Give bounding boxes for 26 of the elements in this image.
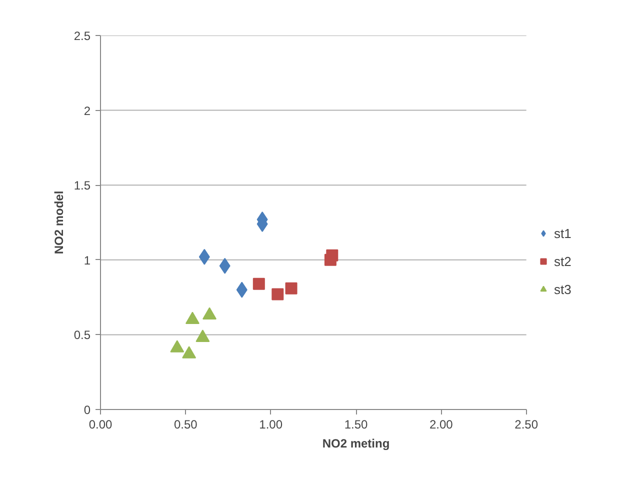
y-tick-label: 2.5 [74, 29, 91, 43]
y-tick-label: 1.5 [74, 178, 91, 193]
x-tick-label: 2.50 [514, 418, 538, 432]
y-tick-label: 1 [84, 253, 91, 268]
point [170, 340, 184, 352]
legend-label: st1 [554, 226, 572, 240]
x-tick-label: 1.00 [259, 418, 283, 432]
point [185, 312, 200, 324]
point [272, 288, 284, 300]
x-tick-label: 2.00 [429, 418, 454, 432]
point [285, 282, 298, 294]
y-tick-label: 2 [84, 104, 91, 118]
x-tick-label: 1.50 [344, 418, 368, 432]
legend-label: st3 [554, 282, 572, 296]
point [202, 307, 217, 320]
x-tick-label: 0.00 [88, 418, 113, 432]
point [324, 254, 336, 266]
x-tick-label: 0.50 [174, 418, 198, 432]
legend-label: st2 [554, 254, 572, 268]
y-tick-label: 0.5 [74, 328, 91, 342]
y-tick-label: 0 [84, 403, 91, 417]
x-axis-title: NO2 meting [322, 436, 390, 450]
point [196, 330, 210, 342]
point [252, 278, 265, 290]
point [182, 346, 196, 358]
y-axis-title: NO2 model [52, 190, 66, 254]
